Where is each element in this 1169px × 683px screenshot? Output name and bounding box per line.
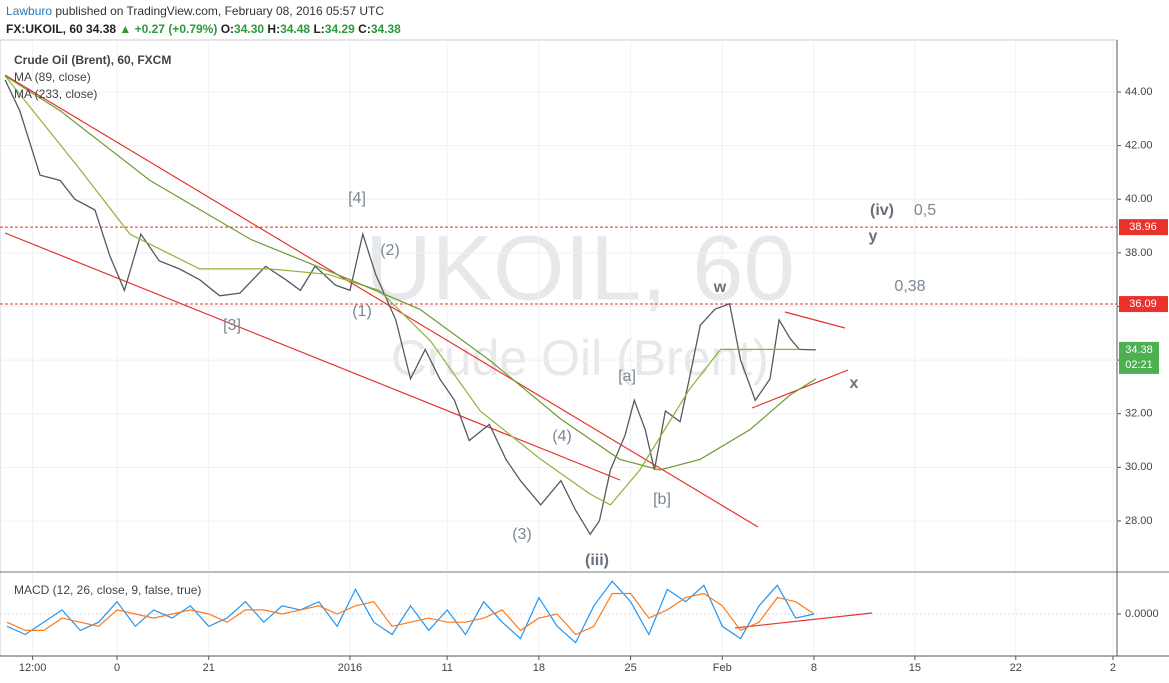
series-line	[6, 580, 815, 644]
x-tick-label: 8	[811, 662, 817, 674]
low: 34.29	[324, 22, 355, 36]
x-tick-label: 12:00	[19, 662, 47, 674]
level-box	[1119, 296, 1168, 313]
y-tick-label: 40.00	[1125, 193, 1153, 205]
x-tick-label: 2016	[338, 662, 362, 674]
close-label: C:	[358, 22, 371, 36]
header-line-1: Lawburo published on TradingView.com, Fe…	[6, 4, 384, 18]
wave-label: (iv)	[870, 202, 894, 219]
series-line	[4, 75, 817, 471]
wave-label: w	[713, 279, 727, 296]
x-tick-label: 22	[1010, 662, 1022, 674]
open-label: O:	[220, 22, 235, 36]
wave-label: [4]	[348, 190, 366, 207]
wave-label: [a]	[618, 368, 636, 385]
author[interactable]: Lawburo	[6, 4, 53, 18]
x-tick-label: 11	[441, 662, 452, 674]
level-label: 38.96	[1129, 221, 1157, 233]
wave-label: x	[850, 375, 859, 392]
wave-label: (3)	[512, 526, 532, 543]
wave-label: (4)	[552, 428, 572, 445]
channel-upper	[4, 74, 759, 528]
fib-label: 0,5	[914, 202, 936, 219]
legend-main: Crude Oil (Brent), 60, FXCM	[14, 53, 171, 67]
fib-label: 0,38	[894, 278, 925, 295]
last: 34.38	[86, 22, 117, 36]
y-tick-label: 44.00	[1125, 86, 1153, 98]
watermark-name: Crude Oil (Brent)	[391, 330, 769, 386]
y-tick-label: 28.00	[1125, 515, 1153, 527]
last-price-label: 34.38	[1125, 344, 1153, 356]
high: 34.48	[280, 22, 311, 36]
change: ▲ +0.27 (+0.79%)	[119, 22, 218, 36]
wave-label: (iii)	[585, 552, 609, 569]
y-tick-label: 42.00	[1125, 140, 1153, 152]
header-line-2: FX:UKOIL, 60 34.38 ▲ +0.27 (+0.79%) O:34…	[6, 22, 401, 36]
open: 34.30	[234, 22, 265, 36]
series-line	[6, 592, 815, 636]
x-tick-label: 2	[1110, 662, 1116, 674]
y-tick-label: 30.00	[1125, 461, 1153, 473]
wave-label: [b]	[653, 491, 671, 508]
wave-label: (2)	[380, 242, 400, 259]
macd-trend	[734, 612, 873, 629]
last-price-box	[1119, 341, 1159, 374]
x-tick-label: 15	[909, 662, 921, 674]
series-line	[4, 75, 800, 506]
grid	[0, 40, 1117, 655]
published: published on TradingView.com, February 0…	[55, 4, 385, 18]
legend-ma-89: MA (89, close)	[14, 70, 91, 84]
channel-lower	[4, 232, 621, 481]
plot	[0, 75, 1117, 644]
legend-macd: MACD (12, 26, close, 9, false, true)	[14, 583, 201, 597]
level-label: 36.09	[1129, 298, 1157, 310]
wave-label: [3]	[223, 317, 241, 334]
y-tick-label: 32.00	[1125, 408, 1153, 420]
x-tick-label: 21	[203, 662, 215, 674]
x-tick-label: Feb	[713, 662, 732, 674]
x-tick-label: 18	[533, 662, 545, 674]
high-label: H:	[267, 22, 281, 36]
close: 34.38	[370, 22, 401, 36]
y-tick-label: 0.0000	[1125, 608, 1159, 620]
watermark-symbol: UKOIL, 60	[365, 217, 795, 319]
symbol: FX:UKOIL, 60	[6, 22, 83, 36]
series-line	[4, 79, 816, 536]
low-label: L:	[313, 22, 325, 36]
level-box	[1119, 219, 1168, 236]
x-tick-label: 25	[624, 662, 636, 674]
countdown: 02:21	[1125, 359, 1153, 371]
wave-label: y	[869, 228, 878, 245]
y-tick-label: 38.00	[1125, 247, 1153, 259]
triangle-upper	[784, 311, 846, 329]
legend-ma-233: MA (233, close)	[14, 87, 97, 101]
wave-label: (1)	[352, 303, 372, 320]
x-tick-label: 0	[114, 662, 120, 674]
